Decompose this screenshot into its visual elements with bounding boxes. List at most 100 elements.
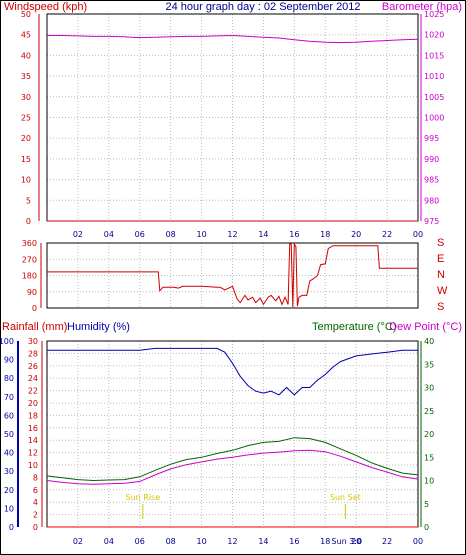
y-tick-right: 1000 (424, 114, 444, 123)
x-tick: 20 (351, 537, 361, 546)
x-tick: 04 (104, 230, 114, 239)
y-tick-right: 1005 (424, 93, 444, 102)
y-tick-left: 90 (27, 288, 37, 297)
chart-title: 24 hour graph day : 02 September 2012 (165, 1, 360, 13)
y-tick-humidity: 10 (28, 461, 38, 470)
y-tick-right: 990 (424, 155, 439, 164)
y-tick-left: 360 (22, 239, 37, 248)
x-tick: 20 (351, 230, 361, 239)
y-tick-rainfall: 30 (4, 467, 14, 476)
plot-area (46, 242, 419, 309)
y-tick-right: 980 (424, 196, 439, 205)
y-tick-left: 30 (21, 93, 31, 102)
y-tick-left: 5 (26, 196, 31, 205)
y-tick-left: 40 (21, 51, 31, 60)
temperature-axis-title: Temperature (°C) (312, 321, 396, 333)
y-tick-rainfall: 90 (4, 356, 14, 365)
y-tick-right: 0 (424, 523, 429, 532)
y-tick-rainfall: 100 (0, 337, 14, 346)
compass-label: E (437, 253, 444, 265)
y-tick-left: 0 (26, 217, 31, 226)
series-dew (46, 449, 419, 485)
y-tick-right: 1020 (424, 31, 444, 40)
x-tick: 14 (258, 537, 268, 546)
y-tick-right: 40 (424, 337, 434, 346)
y-tick-left: 0 (32, 304, 37, 313)
y-tick-humidity: 8 (33, 473, 38, 482)
y-tick-right: 20 (424, 430, 434, 439)
y-tick-humidity: 2 (33, 511, 38, 520)
y-tick-rainfall: 80 (4, 374, 14, 383)
series-temperature (46, 437, 419, 482)
y-tick-right: 1010 (424, 72, 444, 81)
y-tick-humidity: 12 (28, 449, 38, 458)
y-tick-humidity: 20 (28, 399, 38, 408)
y-tick-right: 5 (424, 500, 429, 509)
y-tick-humidity: 24 (28, 374, 38, 383)
x-tick: 10 (196, 537, 206, 546)
y-tick-left: 35 (21, 72, 31, 81)
y-tick-right: 10 (424, 477, 434, 486)
compass-label: S (437, 237, 444, 249)
x-tick: 06 (135, 230, 145, 239)
temp-humidity-panel: 0102030405060708090100024681012141618202… (0, 321, 462, 546)
y-tick-left: 15 (21, 155, 31, 164)
x-tick: 00 (413, 537, 423, 546)
y-tick-rainfall: 60 (4, 411, 14, 420)
y-tick-right: 35 (424, 360, 434, 369)
series-wind-direction (47, 242, 418, 308)
y-tick-left: 20 (21, 134, 31, 143)
y-tick-rainfall: 0 (9, 523, 14, 532)
wind-barometer-panel: 0 5 10 15 20 25 30 35 40 45 50 975 980 985 990 995 1000 1… (4, 1, 462, 239)
sun-annotation: Sun Rise (126, 493, 161, 502)
y-tick-right: 30 (424, 384, 434, 393)
humidity-axis-title: Humidity (%) (67, 321, 130, 333)
y-tick-humidity: 22 (28, 387, 38, 396)
x-tick: 12 (227, 537, 237, 546)
dewpoint-axis-title: Dew Point (°C) (389, 321, 462, 333)
series-barometer (47, 34, 419, 44)
y-tick-rainfall: 20 (4, 486, 14, 495)
series-humidity (47, 347, 418, 396)
y-tick-left: 50 (21, 10, 31, 19)
x-tick: 02 (73, 230, 83, 239)
x-tick: 00 (413, 230, 423, 239)
sun-annotation: Sun Set (330, 493, 361, 502)
y-tick-rainfall: 50 (4, 430, 14, 439)
x-tick: 06 (135, 537, 145, 546)
compass-label: W (437, 285, 448, 297)
y-tick-humidity: 4 (33, 498, 38, 507)
x-tick: 02 (73, 537, 83, 546)
y-tick-humidity: 6 (33, 486, 38, 495)
x-tick: 12 (227, 230, 237, 239)
compass-label: N (437, 269, 445, 281)
y-tick-right: 995 (424, 134, 439, 143)
y-tick-left: 10 (21, 176, 31, 185)
y-tick-rainfall: 40 (4, 449, 14, 458)
y-tick-left: 45 (21, 31, 31, 40)
y-tick-humidity: 0 (33, 523, 38, 532)
y-tick-humidity: 30 (28, 337, 38, 346)
x-tick-extra: Sun 3:0 (331, 537, 362, 546)
compass-label: S (437, 301, 444, 313)
y-tick-right: 985 (424, 176, 439, 185)
x-tick: 22 (382, 537, 392, 546)
x-tick: 22 (382, 230, 392, 239)
y-tick-humidity: 14 (28, 436, 38, 445)
y-tick-humidity: 28 (28, 349, 38, 358)
rainfall-axis-title: Rainfall (mm) (2, 321, 67, 333)
y-tick-left: 270 (22, 255, 37, 264)
y-tick-right: 15 (424, 453, 434, 462)
y-tick-left: 25 (21, 114, 31, 123)
y-tick-humidity: 16 (28, 424, 38, 433)
y-tick-rainfall: 10 (4, 504, 14, 513)
x-tick: 14 (258, 230, 268, 239)
y-tick-humidity: 26 (28, 362, 38, 371)
x-tick: 18 (320, 230, 330, 239)
y-tick-right: 975 (424, 217, 439, 226)
y-tick-left: 180 (22, 272, 37, 281)
x-tick: 18 (320, 537, 330, 546)
y-axis-left-title: Windspeed (kph) (4, 1, 87, 13)
